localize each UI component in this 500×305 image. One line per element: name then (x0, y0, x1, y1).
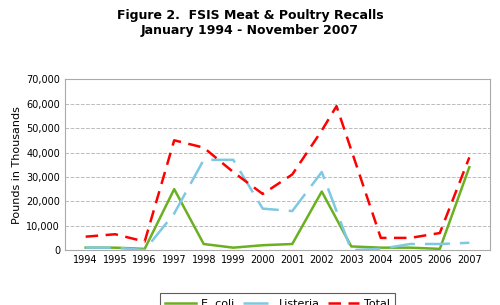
Legend: E. coli, Listeria, Total: E. coli, Listeria, Total (160, 293, 396, 305)
E. coli (171, 187, 177, 191)
E. coli (230, 246, 236, 249)
E. coli (200, 242, 206, 246)
Total (408, 236, 414, 240)
Listeria (142, 248, 148, 252)
Listeria (230, 158, 236, 162)
Listeria (171, 212, 177, 215)
Total (82, 235, 88, 239)
Total (319, 129, 325, 132)
Listeria (112, 246, 118, 249)
Y-axis label: Pounds in Thousands: Pounds in Thousands (12, 106, 22, 224)
Total (437, 231, 443, 235)
Total (171, 138, 177, 142)
Listeria (82, 246, 88, 249)
Listeria (260, 207, 266, 210)
Total (230, 170, 236, 174)
Total (200, 146, 206, 149)
E. coli (437, 247, 443, 251)
Listeria (290, 209, 296, 213)
Listeria (437, 242, 443, 246)
Total (142, 240, 148, 243)
Total (378, 236, 384, 240)
E. coli (290, 242, 296, 246)
Line: Listeria: Listeria (86, 160, 469, 250)
Line: Total: Total (86, 106, 469, 242)
Line: E. coli: E. coli (86, 167, 469, 249)
E. coli (260, 243, 266, 247)
E. coli (82, 246, 88, 249)
E. coli (378, 246, 384, 249)
E. coli (319, 190, 325, 193)
Total (260, 192, 266, 196)
E. coli (408, 246, 414, 249)
Total (334, 104, 340, 108)
Total (466, 156, 472, 159)
Listeria (348, 248, 354, 252)
E. coli (348, 245, 354, 248)
Listeria (378, 247, 384, 251)
E. coli (466, 165, 472, 169)
Listeria (408, 242, 414, 246)
Text: Figure 2.  FSIS Meat & Poultry Recalls
January 1994 - November 2007: Figure 2. FSIS Meat & Poultry Recalls Ja… (116, 9, 384, 37)
Listeria (319, 170, 325, 174)
E. coli (112, 246, 118, 249)
Listeria (200, 158, 206, 162)
Total (112, 232, 118, 236)
Total (348, 148, 354, 152)
Total (290, 173, 296, 176)
E. coli (142, 247, 148, 251)
Listeria (466, 241, 472, 245)
